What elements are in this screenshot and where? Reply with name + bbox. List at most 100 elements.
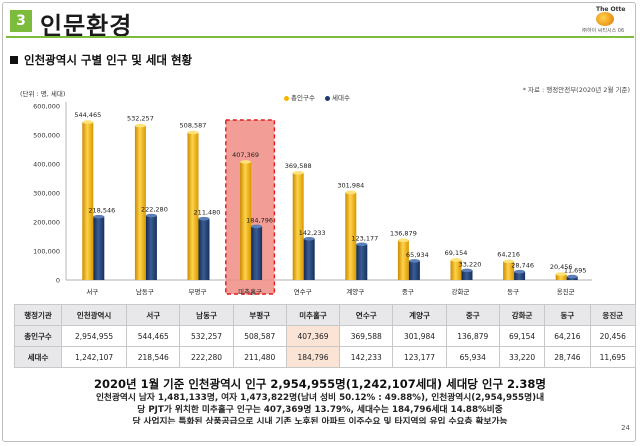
bar-households-top [356,242,368,247]
table-cell: 142,233 [339,346,394,368]
table-header-cell: 옹진군 [589,304,637,326]
table-header-cell: 부평구 [232,304,287,326]
y-tick-label: 0 [56,277,60,285]
x-tick-label: 옹진군 [557,287,575,296]
table-cell: 33,220 [498,346,546,368]
table-cell: 184,796 [285,346,341,368]
table-header-cell: 남동구 [179,304,234,326]
summary-line-4: 당 사업지는 특화된 상품공급으로 시내 기존 노후된 아파트 이주수요 및 타… [132,417,508,424]
table-cell: 65,934 [445,346,500,368]
data-label-households: 222,280 [141,206,168,214]
page-title: 인문환경 [40,12,133,40]
bar-households [251,226,263,280]
x-tick-label: 중구 [402,288,414,296]
legend-swatch-households [325,95,330,101]
bar-population [503,261,515,280]
bar-population [134,125,146,280]
data-label-population: 136,879 [390,229,417,237]
table-row-header: 총인구수 [14,325,62,347]
data-label-population: 64,216 [497,250,520,258]
bar-population-top [345,190,357,195]
table-header-cell: 동구 [544,304,591,326]
table-cell: 508,587 [232,325,287,347]
chart-legend: 총인구수 세대수 [284,92,358,102]
table-cell: 301,984 [392,325,447,347]
bar-households [198,218,210,280]
table-cell: 369,588 [339,325,394,347]
slide-frame [2,2,636,442]
x-tick-label: 남동구 [136,287,154,296]
bar-households-top [198,216,210,221]
logo-icon [596,12,614,26]
unit-label: (단위 : 명, 세대) [20,90,66,98]
bar-population-top [397,238,409,243]
table-header-cell: 중구 [445,304,500,326]
company-logo: The Otte ㈜하이 씨티시스 06 [582,6,634,36]
y-tick-label: 400,000 [33,161,60,169]
legend-item-households: 세대수 [325,94,350,102]
table-cell: 218,546 [126,346,181,368]
bar-households [514,271,526,280]
table-cell: 222,280 [179,346,234,368]
data-label-households: 11,695 [564,267,587,275]
table-row-header: 세대수 [14,346,62,368]
bar-population [187,132,199,280]
table-cell: 407,369 [285,325,341,347]
table-header-cell: 계양구 [392,304,447,326]
data-label-population: 544,465 [74,111,101,119]
page-number: 24 [621,424,630,432]
bar-households [408,260,420,280]
table-cell: 64,216 [544,325,591,347]
bar-households-top [408,259,420,263]
y-tick-label: 500,000 [33,132,60,140]
bar-population-top [240,160,252,164]
data-label-population: 20,456 [550,263,573,271]
table-header-row: 행정기관 인천광역시 서구 남동구 부평구 미추홀구 연수구 계양구 중구 강화군 동구 옹진군 [14,304,637,326]
data-label-households: 211,480 [194,209,221,217]
table-cell: 532,257 [179,325,234,347]
population-table: 행정기관 인천광역시 서구 남동구 부평구 미추홀구 연수구 계양구 중구 강화군 동구 옹진군 총인구… [14,304,637,368]
summary-headline: 2020년 1월 기준 인천광역시 인구 2,954,955명(1,242,10… [93,377,547,391]
table-cell: 136,879 [445,325,500,347]
bar-population-top [555,272,567,276]
bar-population [82,122,94,280]
x-tick-label: 강화군 [452,287,470,296]
bar-households-top [145,213,157,218]
bar-population [240,161,252,280]
data-label-households: 218,546 [88,207,115,215]
source-note: * 자료 : 행정안전부(2020년 2월 기준) [522,86,630,94]
data-label-households: 142,233 [299,229,326,237]
y-tick-label: 200,000 [33,219,60,227]
data-label-households: 184,796 [246,216,273,224]
table-cell: 28,746 [544,346,591,368]
legend-label-population: 총인구수 [291,94,315,102]
data-label-households: 123,177 [351,234,378,242]
table-cell: 123,177 [392,346,447,368]
bar-population [292,172,304,280]
section-number-badge: 3 [10,10,32,32]
bar-households-top [461,268,473,273]
x-tick-label: 미추홀구 [238,287,262,296]
y-tick-label: 300,000 [33,190,60,198]
table-cell: 211,480 [232,346,287,368]
summary-line-2: 인천광역시 남자 1,481,133명, 여자 1,473,822명(남녀 성비… [95,393,545,403]
population-bar-chart: 0 100,000 200,000 300,000 400,000 500,000 600,… [33,102,592,296]
x-tick-label: 연수구 [294,288,312,296]
data-label-population: 407,369 [232,151,259,159]
legend-item-population: 총인구수 [284,94,315,102]
data-label-population: 369,588 [285,162,312,170]
table-cell: 69,154 [498,325,546,347]
table-cell: 1,242,107 [60,346,128,368]
bar-population-top [292,171,304,175]
y-tick-label: 100,000 [33,248,60,256]
bar-population-top [134,123,146,128]
bar-households-top [566,274,578,279]
bar-households [93,216,105,280]
x-tick-label: 계양구 [346,287,364,296]
data-label-population: 532,257 [127,115,154,123]
bar-population-top [450,258,462,262]
table-cell: 20,456 [589,325,637,347]
bar-households-top [93,214,105,219]
square-bullet-icon [10,56,18,64]
table-cell: 11,695 [589,346,637,368]
